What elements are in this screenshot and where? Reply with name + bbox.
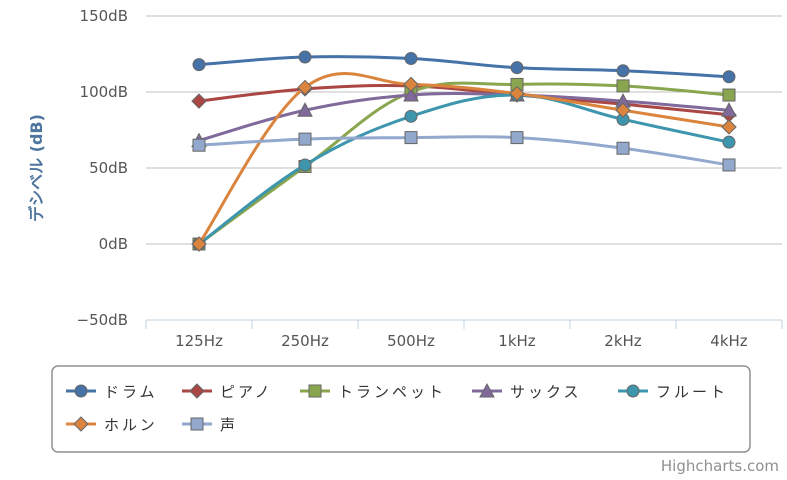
legend-label[interactable]: サックス [510, 383, 582, 401]
legend-item[interactable]: サックス [472, 382, 582, 401]
data-point[interactable] [510, 131, 524, 145]
data-point[interactable] [722, 135, 736, 149]
data-point[interactable] [191, 236, 207, 252]
data-point[interactable] [404, 109, 418, 123]
legend-symbol[interactable] [73, 416, 89, 432]
series-5[interactable] [192, 88, 736, 251]
series-line[interactable] [197, 72, 730, 245]
data-point[interactable] [404, 131, 418, 145]
y-tick-label: −50dB [77, 311, 128, 329]
data-point[interactable] [721, 119, 737, 135]
legend-symbol[interactable] [626, 384, 640, 398]
series-7[interactable] [192, 131, 736, 172]
x-tick-label: 500Hz [387, 332, 435, 350]
data-point[interactable] [404, 52, 418, 66]
data-point[interactable] [403, 76, 419, 93]
y-axis: −50dB 0dB 50dB 100dB 150dB [77, 7, 128, 329]
legend-label[interactable]: ホルン [104, 416, 158, 434]
x-axis: 125Hz 250Hz 500Hz 1kHz 2kHz 4kHz [145, 319, 783, 350]
x-tick-label: 1kHz [498, 332, 536, 350]
legend-label[interactable]: トランペット [338, 383, 446, 401]
data-point[interactable] [192, 138, 206, 152]
data-point[interactable] [192, 58, 206, 72]
data-point[interactable] [191, 93, 207, 109]
data-point[interactable] [298, 50, 312, 64]
data-point[interactable] [721, 102, 737, 117]
x-tick-label: 2kHz [604, 332, 642, 350]
legend-symbol[interactable] [479, 382, 495, 398]
data-point[interactable] [298, 132, 312, 146]
data-point[interactable] [616, 141, 630, 155]
y-tick-label: 150dB [80, 7, 128, 25]
data-point[interactable] [616, 79, 630, 93]
data-point[interactable] [510, 61, 524, 75]
legend-item[interactable]: ホルン [66, 416, 158, 434]
series-6[interactable] [191, 72, 737, 252]
series-line[interactable] [198, 84, 730, 117]
data-point[interactable] [297, 79, 313, 96]
data-point[interactable] [297, 102, 313, 117]
data-point[interactable] [722, 88, 736, 102]
legend-box [51, 365, 751, 453]
data-point[interactable] [403, 86, 419, 102]
credits-link[interactable]: Highcharts.com [661, 457, 779, 475]
series-1[interactable] [192, 50, 736, 84]
legend-item[interactable]: ピアノ [182, 383, 273, 401]
legend-label[interactable]: ドラム [104, 383, 158, 401]
data-point[interactable] [722, 70, 736, 84]
data-point[interactable] [298, 158, 312, 172]
y-tick-label: 50dB [89, 159, 128, 177]
series-line[interactable] [198, 81, 730, 246]
legend-item[interactable]: 声 [182, 416, 238, 434]
legend-symbol[interactable] [308, 384, 322, 398]
legend-item[interactable]: ドラム [66, 383, 158, 401]
x-tick-label: 250Hz [281, 332, 329, 350]
legend-symbol[interactable] [74, 384, 88, 398]
series-line[interactable] [198, 55, 730, 79]
series-line[interactable] [198, 92, 730, 143]
x-tick-label: 4kHz [710, 332, 748, 350]
data-point[interactable] [509, 85, 525, 102]
legend-label[interactable]: フルート [656, 383, 728, 401]
data-point[interactable] [722, 158, 736, 172]
legend-item[interactable]: トランペット [300, 383, 446, 401]
series-line[interactable] [198, 135, 730, 167]
y-axis-title: デシベル (dB) [27, 114, 46, 222]
y-tick-label: 0dB [99, 235, 128, 253]
y-tick-label: 100dB [80, 83, 128, 101]
x-tick-label: 125Hz [175, 332, 223, 350]
series-group [191, 50, 737, 252]
legend-label[interactable]: ピアノ [220, 383, 273, 401]
legend-label[interactable]: 声 [220, 416, 238, 434]
legend-symbol[interactable] [190, 417, 204, 431]
data-point[interactable] [616, 64, 630, 78]
series-line[interactable] [198, 93, 730, 246]
legend-item[interactable]: フルート [618, 383, 728, 401]
data-point[interactable] [615, 102, 631, 118]
legend-symbol[interactable] [189, 383, 205, 399]
